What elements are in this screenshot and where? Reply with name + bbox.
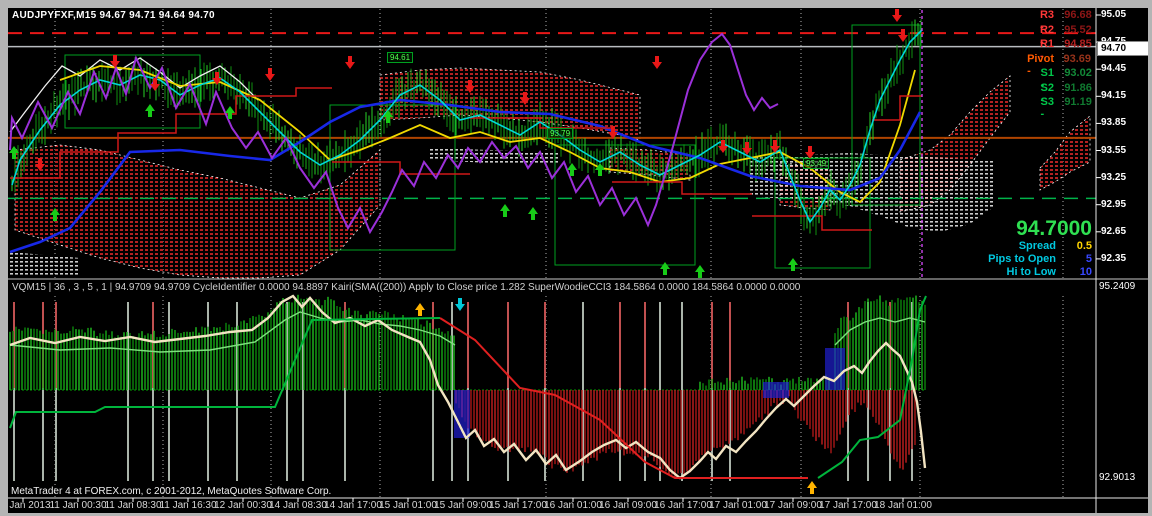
price-tick: 92.35 bbox=[1101, 252, 1127, 264]
pivot-row-r1: R1 -94.85 bbox=[1039, 38, 1092, 62]
time-label: 14 Jan 17:00 bbox=[324, 500, 382, 511]
copyright-text: MetaTrader 4 at FOREX.com, c 2001-2012, … bbox=[11, 486, 332, 497]
order-price-tag: 94.61 bbox=[387, 52, 414, 63]
indicator-scale-max: 95.2409 bbox=[1099, 281, 1136, 292]
price-info-row-pips-to-open: Pips to Open 5 bbox=[988, 253, 1092, 265]
current-price-tag: 94.70 bbox=[1097, 41, 1151, 56]
time-label: 17 Jan 09:00 bbox=[764, 500, 822, 511]
time-label: 11 Jan 08:30 bbox=[104, 500, 162, 511]
time-label: 18 Jan 01:00 bbox=[874, 500, 932, 511]
time-label: 11 Jan 00:30 bbox=[49, 500, 107, 511]
price-tick: 95.05 bbox=[1101, 9, 1127, 20]
pivot-row-r2: R2 -95.52 bbox=[1039, 23, 1092, 48]
price-info-rows: Spread 0.5 Pips to Open 5 Hi to Low 10 bbox=[988, 240, 1092, 279]
time-label: 15 Jan 17:00 bbox=[489, 500, 547, 511]
pivot-row-s3: S3 -91.19 bbox=[1040, 96, 1092, 120]
pivot-row-r3: R3 -96.68 bbox=[1039, 9, 1092, 33]
time-label: 15 Jan 01:00 bbox=[379, 500, 437, 511]
price-tick: 92.65 bbox=[1101, 225, 1127, 237]
time-label: 16 Jan 09:00 bbox=[599, 500, 657, 511]
time-label: 17 Jan 01:00 bbox=[709, 500, 767, 511]
indicator-header: VQM15 | 36 , 3 , 5 , 1 | 94.9709 94.9709… bbox=[12, 282, 801, 293]
time-label: 14 Jan 08:30 bbox=[269, 500, 327, 511]
indicator-scale-min: 92.9013 bbox=[1099, 472, 1136, 483]
time-label: 16 Jan 17:00 bbox=[654, 500, 712, 511]
window-frame-right bbox=[1148, 0, 1152, 516]
current-price-display: 94.7000 bbox=[1016, 217, 1092, 240]
price-tick: 94.45 bbox=[1101, 63, 1127, 75]
price-info-row-hi-to-low: Hi to Low 10 bbox=[1006, 266, 1093, 278]
time-label: 11 Jan 16:30 bbox=[159, 500, 217, 511]
time-label: 12 Jan 00:30 bbox=[214, 500, 272, 511]
time-label: 17 Jan 17:00 bbox=[819, 500, 877, 511]
time-label: 10 Jan 2013 bbox=[0, 500, 51, 511]
pivot-row-pivot: Pivot -93.69 bbox=[1027, 52, 1091, 77]
window-frame-left bbox=[0, 0, 8, 516]
window-frame-bottom bbox=[0, 513, 1152, 516]
pivot-row-s1: S1 -93.02 bbox=[1040, 67, 1092, 91]
price-tick: 93.85 bbox=[1101, 117, 1127, 129]
price-tick: 93.25 bbox=[1101, 171, 1127, 183]
time-label: 15 Jan 09:00 bbox=[434, 500, 492, 511]
pivot-row-s2: S2 -91.86 bbox=[1040, 81, 1092, 106]
price-tick: 93.55 bbox=[1101, 144, 1127, 156]
order-price-tag: 93.49 bbox=[803, 158, 830, 169]
price-tick: 92.95 bbox=[1101, 198, 1127, 210]
price-info-panel: 94.7000 Spread 0.5 Pips to Open 5 Hi to Low 1… bbox=[988, 218, 1092, 279]
chart-title: AUDJPYFXF,M15 94.67 94.71 94.64 94.70 bbox=[12, 10, 215, 21]
window-frame-top bbox=[0, 0, 1152, 8]
price-info-row-spread: Spread 0.5 bbox=[1018, 240, 1092, 252]
time-label: 16 Jan 01:00 bbox=[544, 500, 602, 511]
order-price-tag: 93.79 bbox=[547, 128, 574, 139]
current-price-tag-value: 94.70 bbox=[1101, 43, 1127, 54]
price-tick: 94.15 bbox=[1101, 90, 1127, 102]
